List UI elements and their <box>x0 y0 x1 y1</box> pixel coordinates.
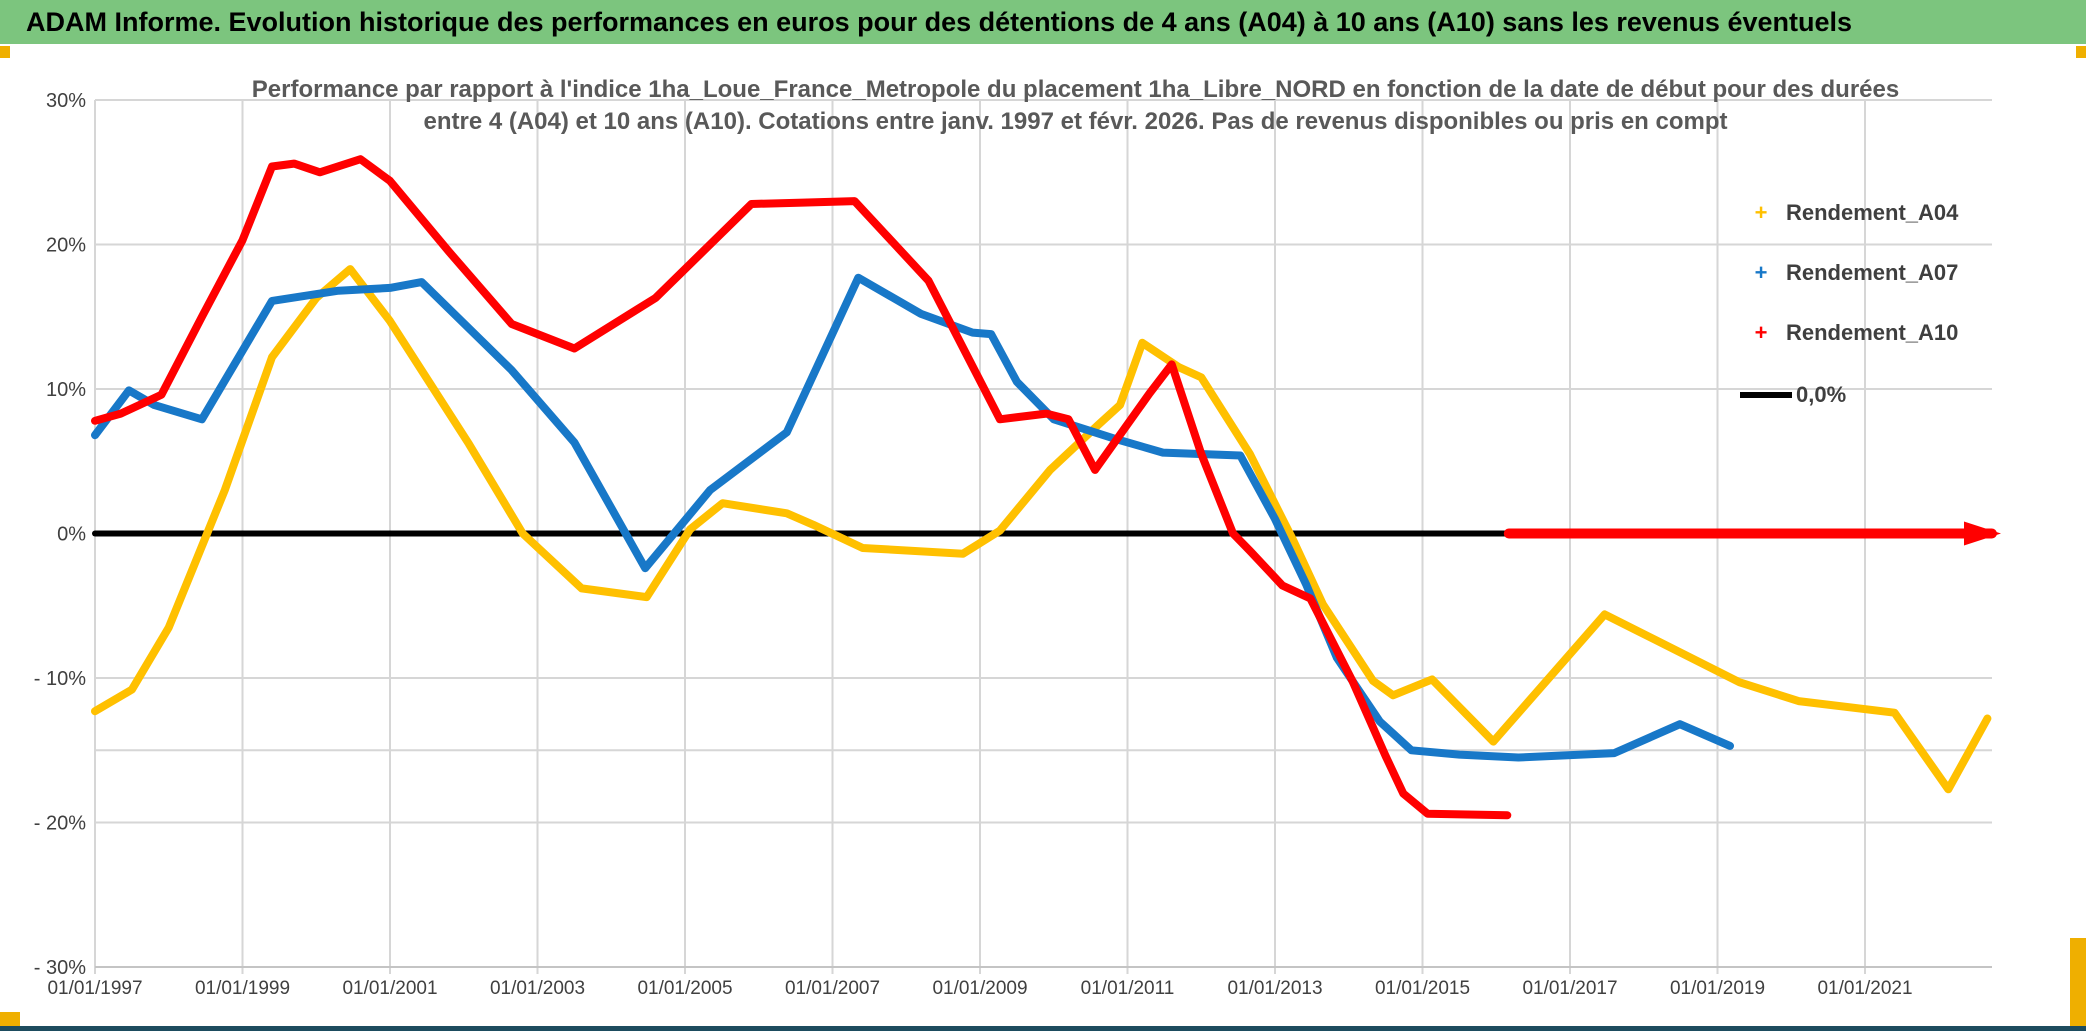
plus-marker-icon: + <box>1754 200 1768 225</box>
y-tick-label: - 10% <box>34 668 86 690</box>
y-tick-label: 20% <box>46 235 86 257</box>
legend-item-label: Rendement_A10 <box>1786 320 1959 345</box>
gold-border-bottom-right <box>2070 938 2086 1027</box>
plus-marker-icon: + <box>1754 260 1768 285</box>
y-tick-label: 0% <box>57 524 86 546</box>
y-axis-tick-labels: 30% 20% 10% 0% - 10% - 20% - 30% <box>34 90 86 979</box>
legend-item-zero-line[interactable]: 0,0% <box>1740 378 1846 412</box>
x-tick-label: 01/01/2015 <box>1375 978 1470 999</box>
x-tick-label: 01/01/2005 <box>637 978 732 999</box>
red-arrow-marker <box>1964 521 2001 546</box>
x-tick-label: 01/01/1997 <box>47 978 142 999</box>
y-tick-label: - 30% <box>34 957 86 979</box>
x-tick-label: 01/01/2017 <box>1522 978 1617 999</box>
x-tick-label: 01/01/2009 <box>932 978 1027 999</box>
legend-item-rendement-a04[interactable]: + Rendement_A04 <box>1740 196 1959 230</box>
y-tick-label: - 20% <box>34 813 86 835</box>
page-title: ADAM Informe. Evolution historique des p… <box>0 0 2086 44</box>
legend-item-label: 0,0% <box>1796 382 1847 407</box>
x-tick-label: 01/01/2013 <box>1227 978 1322 999</box>
plus-marker-icon: + <box>1754 320 1768 345</box>
gold-border-bottom-left <box>0 1012 20 1027</box>
x-tick-label: 01/01/2021 <box>1817 978 1912 999</box>
y-tick-label: 10% <box>46 379 86 401</box>
x-axis-tick-labels: 01/01/1997 01/01/1999 01/01/2001 01/01/2003… <box>47 978 1912 999</box>
x-tick-label: 01/01/2003 <box>490 978 585 999</box>
black-line-icon <box>1740 392 1792 398</box>
x-tick-label: 01/01/2001 <box>342 978 437 999</box>
gold-border-top-right <box>2076 46 2086 58</box>
gold-border-top-left <box>0 46 10 58</box>
legend-item-label: Rendement_A04 <box>1786 200 1959 225</box>
x-tick-label: 01/01/2019 <box>1670 978 1765 999</box>
x-tick-label: 01/01/1999 <box>195 978 290 999</box>
series-Rendement_A04 <box>91 265 1992 794</box>
series-Rendement_A10 <box>91 155 1512 820</box>
legend-item-label: Rendement_A07 <box>1786 260 1959 285</box>
series-Rendement_A07 <box>91 273 1734 762</box>
y-tick-label: 30% <box>46 90 86 112</box>
chart-legend: + Rendement_A04 + Rendement_A07 + Rendem… <box>1740 180 2080 450</box>
x-tick-label: 01/01/2007 <box>785 978 880 999</box>
legend-item-rendement-a10[interactable]: + Rendement_A10 <box>1740 316 1959 350</box>
window-bottom-edge <box>0 1026 2086 1031</box>
x-tick-label: 01/01/2011 <box>1081 978 1175 999</box>
legend-item-rendement-a07[interactable]: + Rendement_A07 <box>1740 256 1959 290</box>
